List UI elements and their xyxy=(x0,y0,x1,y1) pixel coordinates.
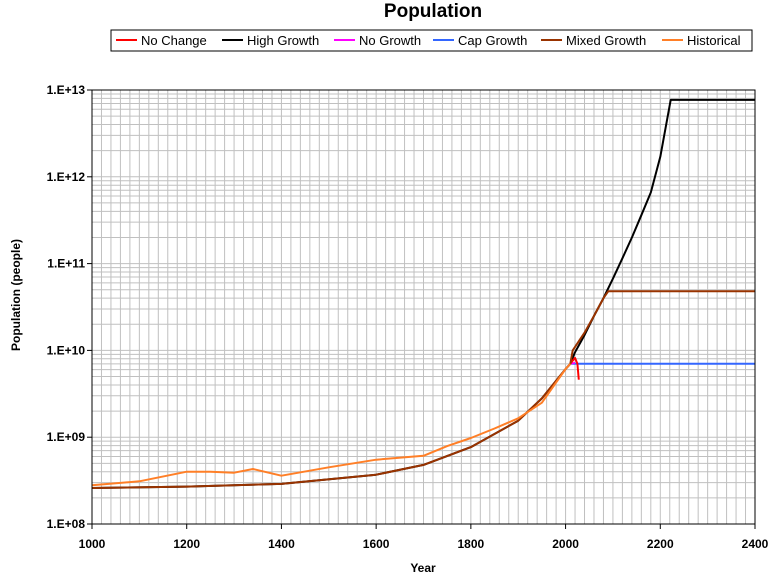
x-tick-label: 1400 xyxy=(268,537,295,551)
legend-box xyxy=(110,29,753,52)
plot-border xyxy=(91,89,756,525)
legend: No Change High Growth No Growth Cap Growth M… xyxy=(110,29,753,52)
y-tick-label: 1.E+10 xyxy=(47,343,86,357)
series-no-change xyxy=(569,356,580,380)
x-tick-label: 2000 xyxy=(552,537,579,551)
x-tick-label: 1600 xyxy=(363,537,390,551)
legend-label: Historical xyxy=(687,33,741,48)
legend-label: No Growth xyxy=(359,33,421,48)
gridlines xyxy=(92,90,755,524)
series-group xyxy=(91,98,755,489)
axes: 1000 1200 1400 1600 1800 2000 2200 2400 1.E+08 1.… xyxy=(47,83,769,551)
y-tick-label: 1.E+12 xyxy=(47,170,86,184)
chart-title: Population xyxy=(384,1,482,22)
y-tick-label: 1.E+09 xyxy=(47,430,86,444)
series-historical xyxy=(91,363,572,487)
legend-label: No Change xyxy=(141,33,207,48)
y-tick-label: 1.E+11 xyxy=(47,257,85,271)
x-tick-label: 1000 xyxy=(79,537,106,551)
x-axis-label: Year xyxy=(410,561,436,575)
legend-label: Mixed Growth xyxy=(566,33,646,48)
x-tick-label: 1800 xyxy=(458,537,485,551)
plot-area xyxy=(91,89,756,525)
y-tick-label: 1.E+08 xyxy=(47,517,86,531)
legend-label: High Growth xyxy=(247,33,319,48)
y-tick-label: 1.E+13 xyxy=(47,83,86,97)
x-tick-label: 1200 xyxy=(173,537,200,551)
y-axis-label: Population (people) xyxy=(9,239,23,351)
legend-label: Cap Growth xyxy=(458,33,527,48)
x-tick-label: 2400 xyxy=(742,537,769,551)
x-tick-label: 2200 xyxy=(647,537,674,551)
